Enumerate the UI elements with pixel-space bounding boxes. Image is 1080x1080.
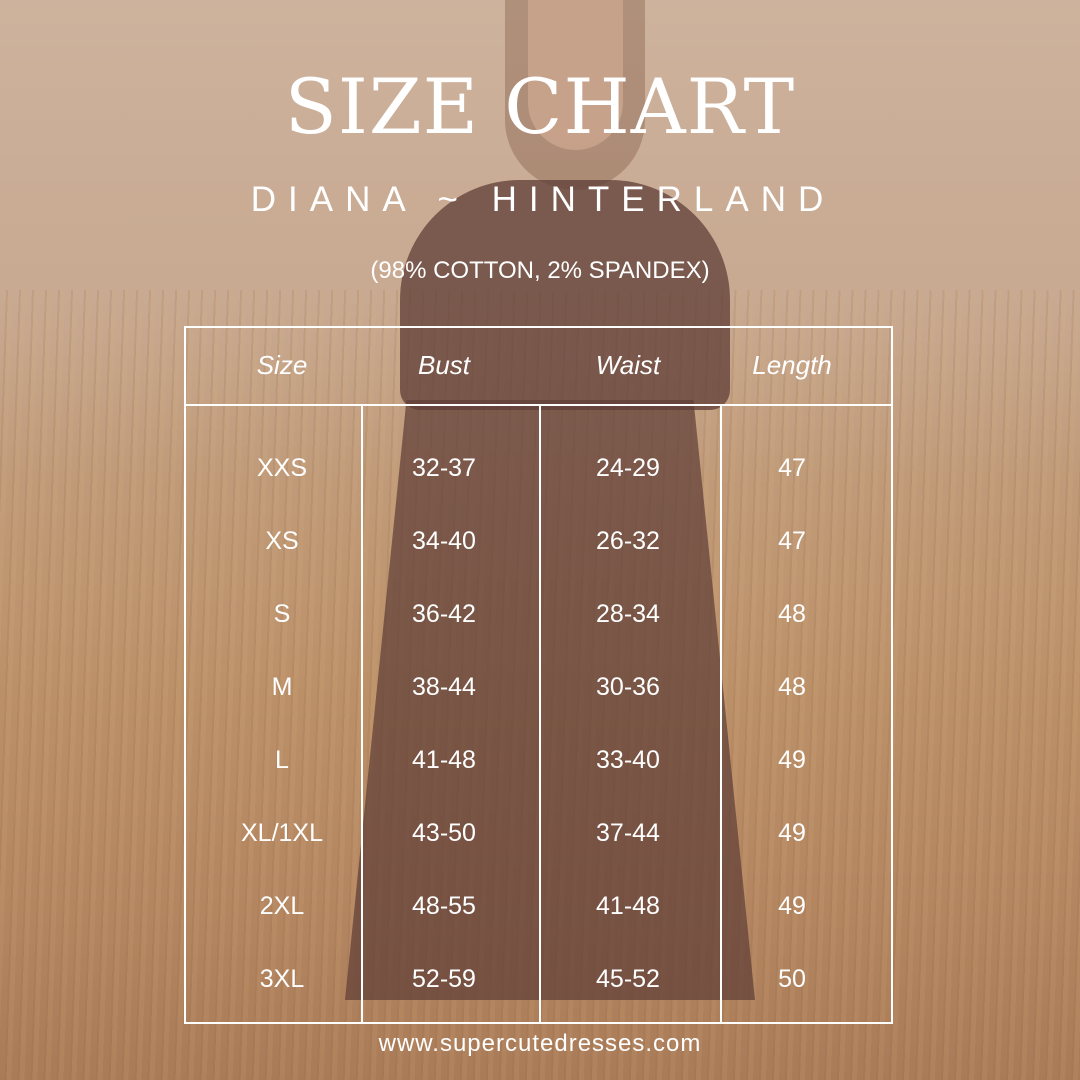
cell-waist: 41-48: [596, 892, 660, 920]
cell-bust: 36-42: [412, 600, 476, 628]
cell-waist: 33-40: [596, 746, 660, 774]
cell-bust: 41-48: [412, 746, 476, 774]
column-divider: [720, 405, 722, 1022]
cell-length: 48: [778, 673, 806, 701]
cell-bust: 52-59: [412, 965, 476, 993]
cell-length: 49: [778, 746, 806, 774]
website-link[interactable]: www.supercutedresses.com: [378, 1030, 702, 1057]
fabric-composition: (98% COTTON, 2% SPANDEX): [370, 257, 710, 284]
cell-size: XL/1XL: [240, 819, 323, 847]
dress-skirt: [345, 400, 755, 1000]
column-divider: [539, 405, 541, 1022]
cell-size: M: [271, 673, 293, 701]
cell-waist: 37-44: [596, 819, 660, 847]
cell-bust: 43-50: [412, 819, 476, 847]
cell-waist: 45-52: [596, 965, 660, 993]
header-divider: [186, 404, 891, 406]
cell-length: 49: [778, 892, 806, 920]
cell-waist: 26-32: [596, 527, 660, 555]
header-bust: Bust: [417, 350, 471, 380]
cell-length: 50: [778, 965, 806, 993]
header-length: Length: [752, 350, 832, 380]
cell-waist: 30-36: [596, 673, 660, 701]
header-waist: Waist: [595, 350, 661, 380]
cell-bust: 48-55: [412, 892, 476, 920]
cell-waist: 28-34: [596, 600, 660, 628]
cell-size: XXS: [256, 454, 308, 482]
cell-size: L: [275, 746, 289, 774]
cell-size: XS: [265, 527, 299, 555]
cell-bust: 38-44: [412, 673, 476, 701]
column-divider: [361, 405, 363, 1022]
cell-size: S: [273, 600, 291, 628]
model-face: [528, 0, 623, 150]
cell-size: 3XL: [259, 965, 305, 993]
cell-length: 49: [778, 819, 806, 847]
product-name: DIANA ~ HINTERLAND: [250, 180, 836, 219]
cell-length: 48: [778, 600, 806, 628]
dress-bodice: [400, 180, 730, 410]
cell-length: 47: [778, 527, 806, 555]
cell-size: 2XL: [259, 892, 305, 920]
cell-waist: 24-29: [596, 454, 660, 482]
cell-bust: 34-40: [412, 527, 476, 555]
size-table: Size Bust Waist Length XXS 32-37 24-29 47 XS 34-4…: [184, 326, 893, 1024]
header-size: Size: [256, 350, 308, 380]
cell-bust: 32-37: [412, 454, 476, 482]
cell-length: 47: [778, 454, 806, 482]
page-title: SIZE CHART: [284, 62, 796, 151]
